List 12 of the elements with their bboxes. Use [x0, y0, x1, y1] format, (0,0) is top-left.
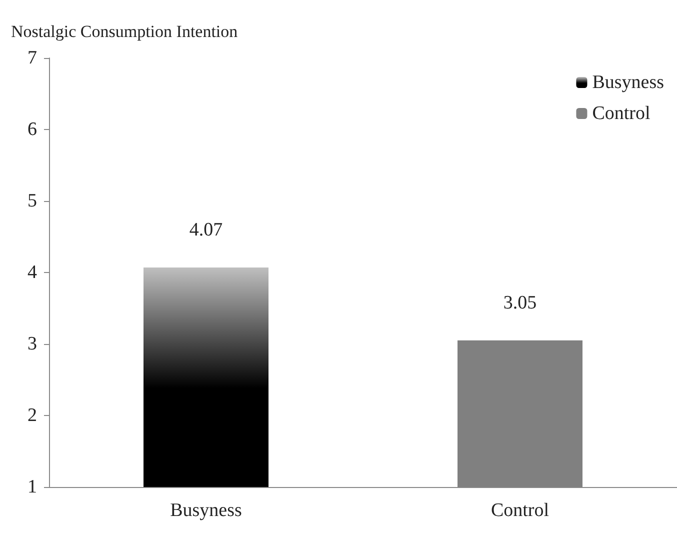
y-tick-label: 4 — [28, 262, 38, 283]
data-label: 3.05 — [503, 292, 537, 314]
y-tick-label: 7 — [28, 48, 37, 68]
data-label: 4.07 — [189, 219, 223, 240]
y-tick-label: 3 — [28, 334, 37, 354]
y-tick-label: 1 — [28, 476, 37, 498]
y-tick-label: 2 — [28, 405, 37, 426]
y-tick-label: 6 — [28, 119, 37, 140]
y-axis-title: Nostalgic Consumption Intention — [11, 22, 238, 41]
y-tick-label: 5 — [28, 190, 37, 212]
legend-label: Busyness — [592, 72, 664, 93]
legend-label: Control — [592, 103, 650, 124]
